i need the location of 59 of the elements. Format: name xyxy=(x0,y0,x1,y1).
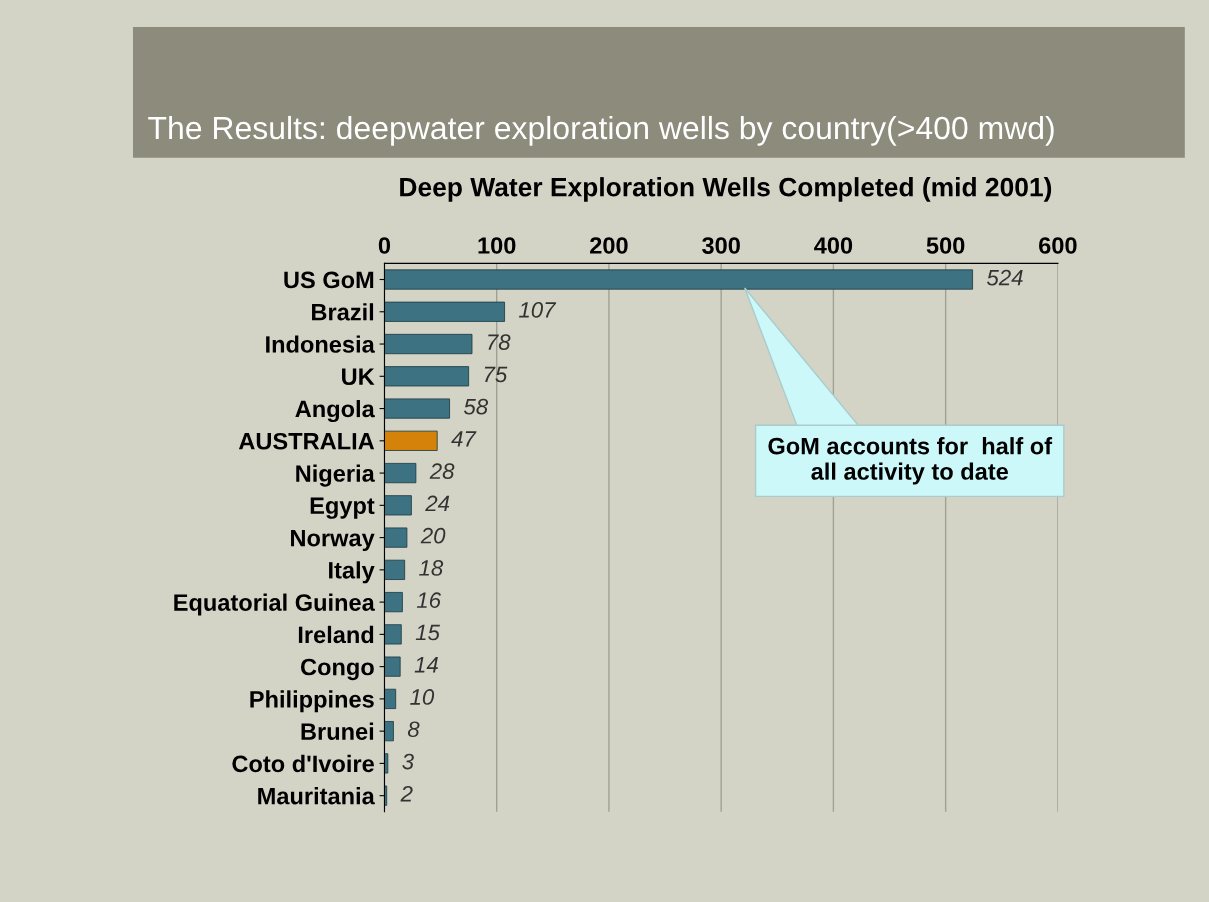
y-tick-label: Ireland xyxy=(298,625,374,644)
bar xyxy=(384,688,397,709)
y-tick-label: Brunei xyxy=(301,722,374,740)
y-tick-label: Norway xyxy=(291,529,375,552)
data-label: 28 xyxy=(429,463,455,480)
data-label: 2 xyxy=(400,785,413,802)
annotation: GoM accounts for half of all activity to date xyxy=(768,437,1053,485)
y-tick-label: Italy xyxy=(329,561,375,584)
data-label: 15 xyxy=(415,624,440,641)
data-label: 75 xyxy=(484,366,508,383)
bar xyxy=(384,495,412,516)
bar xyxy=(384,301,505,322)
data-label: 8 xyxy=(407,721,420,738)
y-tick-label: Nigeria xyxy=(296,464,375,487)
bar xyxy=(384,559,406,580)
x-tick-label: 100 xyxy=(478,237,516,254)
data-label: 107 xyxy=(519,302,557,318)
y-tick-label: Brazil xyxy=(312,303,374,321)
y-tick-label: Indonesia xyxy=(266,335,375,353)
bar xyxy=(384,624,402,645)
data-label: 10 xyxy=(410,689,435,705)
x-tick-label: 500 xyxy=(926,237,965,254)
bar xyxy=(384,366,470,387)
y-tick-label: AUSTRALIA xyxy=(238,432,375,450)
bar xyxy=(384,721,394,742)
bar xyxy=(384,398,450,419)
data-label: 20 xyxy=(420,527,446,544)
data-label: 78 xyxy=(488,334,511,350)
y-tick-label: Congo xyxy=(300,658,374,681)
x-tick-label: 200 xyxy=(590,237,628,254)
y-tick-label: UK xyxy=(342,368,375,386)
bar xyxy=(384,430,438,451)
y-tick-label: Equatorial Guinea xyxy=(174,593,375,616)
y-tick-label: US GoM xyxy=(284,271,374,289)
y-tick-label: Egypt xyxy=(310,497,375,519)
data-label: 58 xyxy=(463,398,489,415)
data-label: 18 xyxy=(419,560,444,576)
y-tick-label: Angola xyxy=(295,400,375,423)
y-tick-label: Mauritania xyxy=(258,787,375,805)
chart-title: The Results: deepwater exploration wells by country(>400 mwd) xyxy=(148,115,1054,146)
x-tick-label: 0 xyxy=(378,237,391,254)
bar xyxy=(384,592,403,613)
x-tick-label: 300 xyxy=(702,237,740,254)
bar xyxy=(384,333,473,355)
data-label: 24 xyxy=(425,495,450,512)
y-tick-label: Coto d'Ivoire xyxy=(232,754,374,773)
data-label: 16 xyxy=(416,592,442,609)
bar xyxy=(384,269,973,290)
data-label: 14 xyxy=(414,657,438,673)
chart-subtitle: Deep Water Exploration Wells Completed (mid 2001) xyxy=(400,177,1052,202)
data-label: 3 xyxy=(402,753,414,770)
bar xyxy=(384,527,408,548)
x-tick-label: 600 xyxy=(1039,237,1077,254)
data-label: 524 xyxy=(986,269,1023,286)
bar xyxy=(384,462,417,484)
y-tick-label: Philippines xyxy=(250,690,374,713)
data-label: 47 xyxy=(451,431,477,447)
bar xyxy=(384,656,401,677)
x-tick-label: 400 xyxy=(814,237,853,254)
